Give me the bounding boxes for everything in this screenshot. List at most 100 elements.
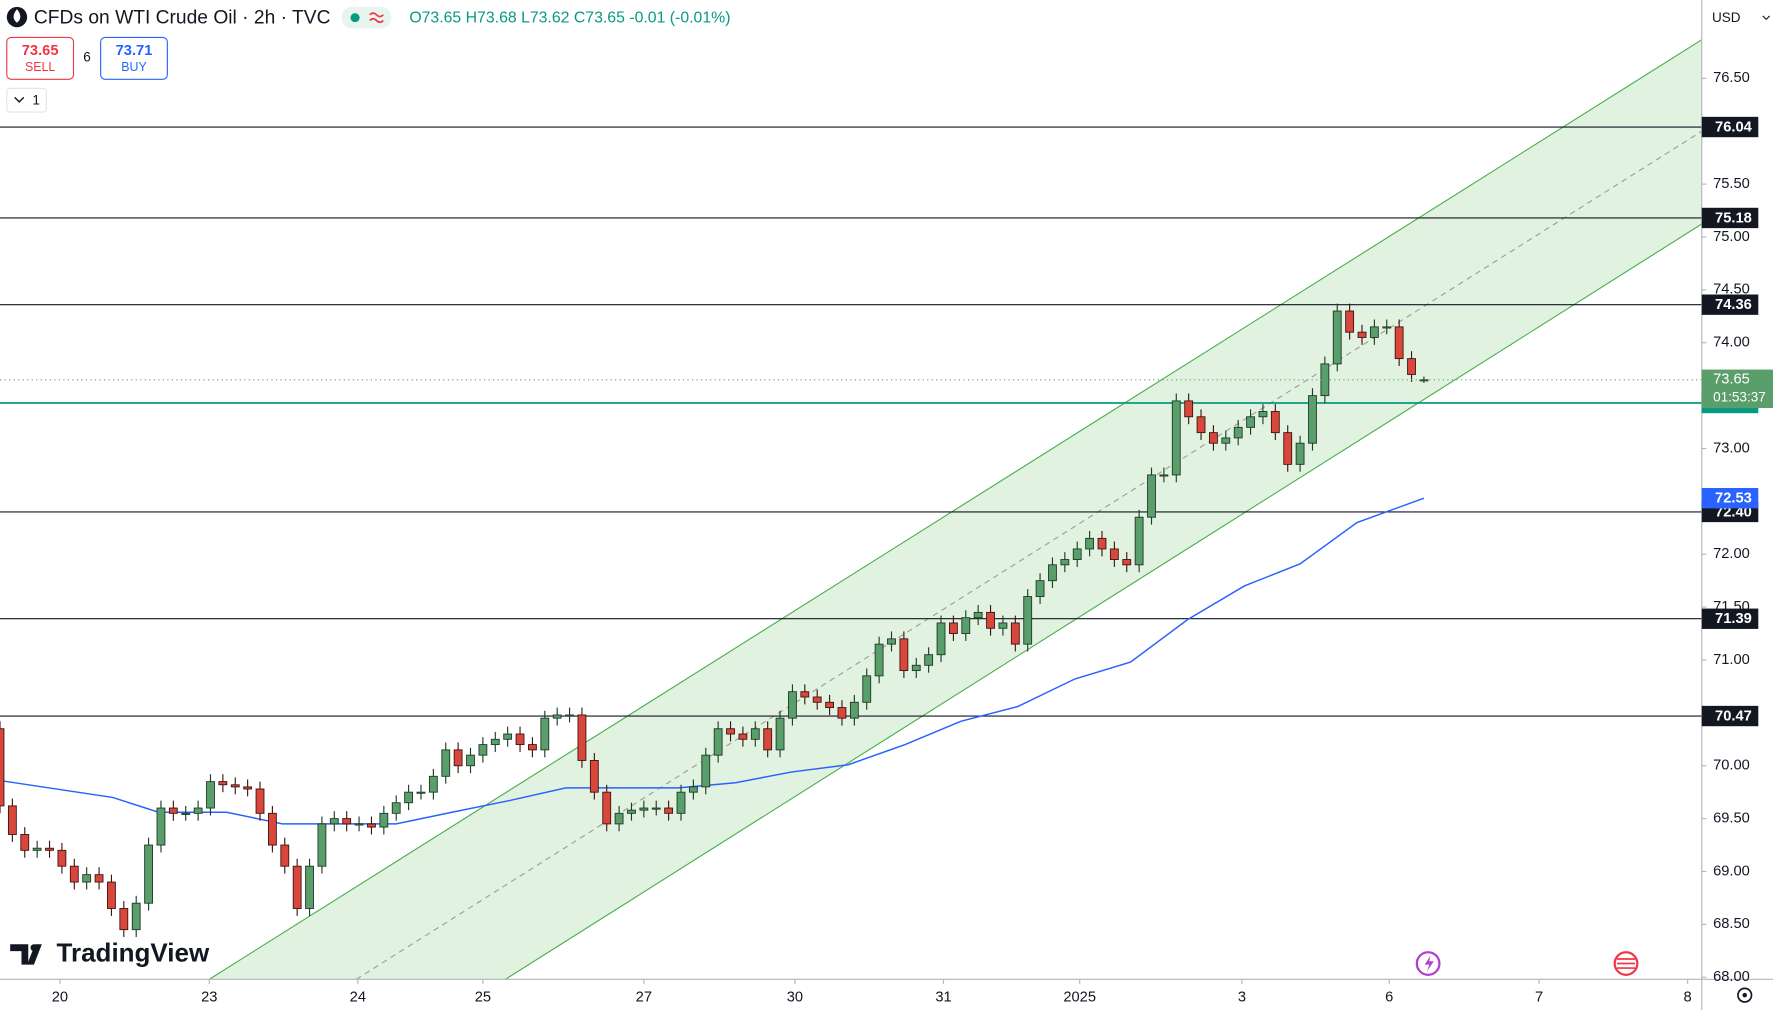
x-tick-label: 8 (1684, 989, 1692, 1005)
level-badge-label: 74.36 (1715, 297, 1752, 313)
indicator-count: 1 (32, 92, 40, 107)
logo-dot (30, 944, 38, 952)
sell-label: SELL (25, 60, 55, 74)
settings-dot (1742, 992, 1747, 998)
candle-body (1233, 426, 1243, 439)
candle-body (1419, 379, 1429, 382)
settings-icon[interactable] (1737, 987, 1753, 1003)
candle-body (280, 844, 290, 867)
sell-price: 73.65 (22, 43, 59, 59)
candle-body (391, 802, 401, 814)
chevron (1762, 15, 1771, 21)
candle-body (1407, 358, 1416, 375)
candle-body (565, 714, 574, 717)
candle-body (107, 881, 116, 909)
sell-button[interactable] (6, 36, 75, 80)
y-tick-label: 71.00 (1713, 652, 1750, 668)
y-tick-label: 74.00 (1713, 335, 1750, 351)
candle-body (478, 744, 488, 756)
buy-button[interactable] (100, 36, 168, 80)
y-tick-label: 68.50 (1713, 916, 1750, 932)
candle-body (1060, 559, 1070, 566)
candle-body (367, 823, 376, 828)
candle-body (1308, 395, 1317, 444)
candle-body (1109, 548, 1119, 560)
candle-body (973, 611, 983, 619)
candle-body (342, 818, 352, 825)
y-tick-label: 74.50 (1713, 282, 1750, 298)
candle-body (589, 759, 599, 793)
candle-body (701, 754, 711, 788)
candle-body (441, 749, 451, 777)
candle-body (1184, 400, 1194, 418)
candle-body (1221, 437, 1231, 444)
candle-body (874, 643, 884, 677)
candle-body (825, 701, 834, 709)
candle-body (1159, 474, 1169, 477)
candle-body (540, 717, 550, 751)
candle-body (218, 781, 228, 786)
candle-body (1382, 326, 1392, 329)
candle-body (57, 849, 67, 867)
candle-body (577, 714, 587, 761)
candle-body (948, 622, 958, 635)
level-badge (1701, 116, 1759, 138)
candle-body (1085, 537, 1095, 550)
candle-body (428, 775, 438, 793)
symbol-drop (13, 9, 21, 23)
candle-body (763, 728, 773, 751)
level-badge (1701, 705, 1759, 727)
candle-body (181, 812, 191, 815)
candle-body (0, 728, 5, 807)
candle-body (404, 791, 414, 804)
candle-body (1209, 432, 1218, 444)
candle-body (936, 622, 946, 656)
candle-body (416, 791, 426, 794)
candle-body (1246, 416, 1255, 428)
candle-body (7, 805, 17, 835)
last-price-label: 73.65 (1713, 372, 1750, 388)
candle-body (627, 809, 636, 814)
candle-body (1270, 411, 1280, 434)
y-tick-label: 75.00 (1713, 229, 1750, 245)
ohlc-legend: O73.65 H73.68 L73.62 C73.65 -0.01 (-0.01… (409, 9, 730, 26)
candle-body (305, 865, 314, 909)
x-tick-label: 27 (636, 989, 652, 1005)
candle-body (82, 874, 92, 883)
candle-body (788, 691, 797, 719)
candle-body (862, 675, 872, 703)
indicator-toggle[interactable] (6, 87, 47, 113)
candle-body (676, 791, 686, 814)
candle-body (156, 807, 166, 846)
currency-button[interactable] (1704, 4, 1772, 32)
candle-body (1357, 331, 1367, 338)
candle-body (1072, 548, 1082, 560)
countdown: 01:53:37 (1713, 389, 1766, 404)
chart-title: CFDs on WTI Crude Oil · 2h · TVC (34, 7, 331, 28)
candle-body (1258, 411, 1268, 418)
y-tick-label: 73.00 (1713, 440, 1750, 456)
candle-body (639, 807, 649, 811)
candle-body (614, 812, 624, 825)
buy-price: 73.71 (116, 43, 153, 59)
x-tick-label: 25 (475, 989, 491, 1005)
candle-body (45, 847, 54, 851)
drawing-layer (208, 39, 1703, 980)
candle-body (1394, 326, 1404, 360)
y-tick-label: 70.00 (1713, 758, 1750, 774)
chevron (14, 96, 25, 103)
moving-average (0, 497, 1425, 825)
x-tick-label: 31 (935, 989, 951, 1005)
level-badge-label: 70.47 (1715, 708, 1752, 724)
candle-body (837, 707, 847, 719)
candle-body (503, 733, 513, 740)
x-tick-label: 7 (1535, 989, 1543, 1005)
level-badge-label: 72.40 (1715, 504, 1752, 520)
candles (0, 303, 1702, 938)
x-tick-label: 24 (350, 989, 366, 1005)
candle-body (1369, 326, 1379, 338)
channel-lower (505, 223, 1703, 980)
candle-body (193, 807, 203, 814)
candle-body (1097, 537, 1107, 550)
